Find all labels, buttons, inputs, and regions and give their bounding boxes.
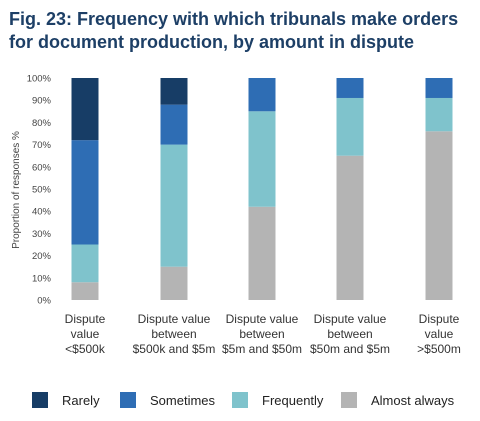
- bar-segment: [160, 78, 188, 105]
- y-tick-label: 40%: [32, 207, 52, 218]
- bar-segment: [160, 266, 188, 300]
- legend-swatch: [32, 392, 48, 408]
- x-tick-label: >$500m: [417, 342, 461, 356]
- bar-segment: [248, 78, 276, 112]
- y-tick-label: 30%: [32, 229, 52, 240]
- legend-label: Almost always: [371, 392, 455, 408]
- legend-item: Sometimes: [120, 388, 215, 412]
- y-axis-label: Proportion of responses %: [11, 131, 22, 249]
- x-tick-label: Dispute value: [314, 312, 387, 326]
- x-tick-label: Dispute: [419, 312, 460, 326]
- x-tick-label: value: [425, 327, 454, 341]
- bar-segment: [425, 78, 453, 98]
- bar-segment: [160, 144, 188, 267]
- legend-label: Frequently: [262, 392, 324, 408]
- legend-swatch: [232, 392, 248, 408]
- x-tick-label: Dispute value: [226, 312, 299, 326]
- y-tick-label: 90%: [32, 96, 52, 107]
- legend: Rarely Sometimes Frequently Almost always: [0, 388, 480, 412]
- bar-segment: [160, 104, 188, 145]
- x-tick-label: between: [151, 327, 196, 341]
- bar-segment: [425, 97, 453, 132]
- y-axis: 0% 10% 20% 30% 40% 50% 60% 70% 80% 90% 100%: [27, 74, 52, 307]
- y-tick-label: 10%: [32, 273, 52, 284]
- y-tick-label: 60%: [32, 162, 52, 173]
- y-tick-label: 80%: [32, 118, 52, 129]
- bar-segment: [336, 97, 364, 156]
- x-tick-label: $500k and $5m: [133, 342, 216, 356]
- legend-item: Rarely: [32, 388, 100, 412]
- bar-segment: [248, 206, 276, 300]
- bar-segment: [336, 78, 364, 98]
- x-tick-label: Dispute: [65, 312, 106, 326]
- bar-segment: [71, 140, 99, 245]
- bar-segment: [248, 111, 276, 207]
- x-tick-label: value: [71, 327, 100, 341]
- legend-label: Sometimes: [150, 392, 216, 408]
- bar-segment: [425, 131, 453, 300]
- legend-swatch: [341, 392, 357, 408]
- bars: [71, 78, 453, 300]
- bar-segment: [71, 282, 99, 300]
- legend-item: Almost always: [341, 388, 454, 412]
- bar-segment: [336, 155, 364, 300]
- legend-swatch: [120, 392, 136, 408]
- x-tick-label: <$500k: [65, 342, 106, 356]
- y-tick-label: 20%: [32, 251, 52, 262]
- x-tick-label: $50m and $5m: [310, 342, 390, 356]
- y-tick-label: 100%: [27, 74, 52, 85]
- y-tick-label: 70%: [32, 140, 52, 151]
- y-tick-label: 50%: [32, 185, 52, 196]
- x-tick-label: between: [239, 327, 284, 341]
- stacked-bar-chart: 0% 10% 20% 30% 40% 50% 60% 70% 80% 90% 100% Disput…: [11, 74, 461, 357]
- legend-item: Frequently: [232, 388, 323, 412]
- x-tick-label: Dispute value: [138, 312, 211, 326]
- y-tick-label: 0%: [37, 296, 51, 307]
- bar-segment: [71, 78, 99, 141]
- bar-segment: [71, 244, 99, 283]
- chart-title: Fig. 23: Frequency with which tribunals …: [9, 9, 459, 52]
- x-tick-label: $5m and $50m: [222, 342, 302, 356]
- legend-label: Rarely: [62, 392, 100, 408]
- x-tick-label: between: [327, 327, 372, 341]
